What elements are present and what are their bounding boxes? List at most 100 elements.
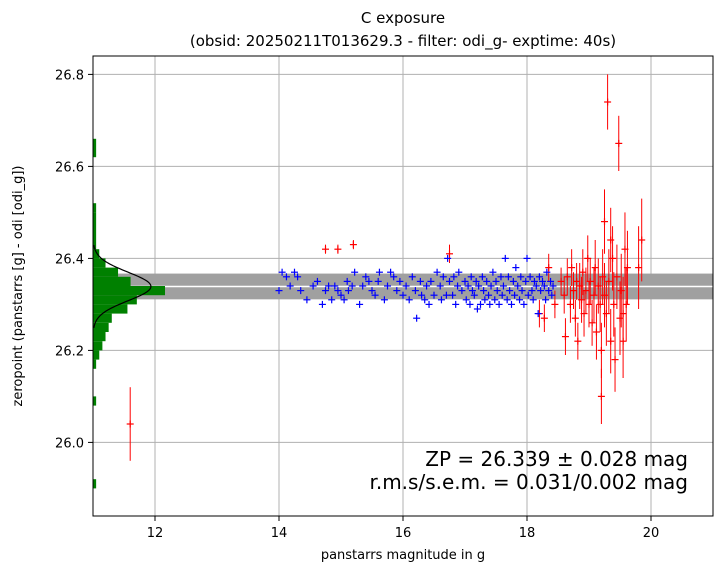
used-point (549, 282, 557, 290)
histogram-bar (93, 341, 103, 351)
histogram-bar (93, 322, 109, 332)
used-point (402, 282, 410, 290)
used-point (462, 296, 470, 304)
used-point (334, 287, 342, 295)
used-point (348, 282, 356, 290)
used-point (532, 282, 540, 290)
used-point (483, 277, 491, 285)
used-point (493, 287, 501, 295)
rejected-point (619, 276, 627, 351)
used-point (282, 273, 290, 281)
used-point (464, 282, 472, 290)
used-point (495, 300, 503, 308)
used-point (467, 273, 475, 281)
histogram (93, 138, 166, 489)
used-point (501, 254, 509, 262)
histogram-bar (93, 203, 97, 213)
used-point (477, 300, 484, 308)
used-point (393, 287, 401, 295)
used-point (504, 273, 512, 281)
rejected-point (582, 267, 590, 314)
rms-annotation: r.m.s/s.e.m. = 0.031/0.002 mag (369, 470, 688, 494)
rejected-point (610, 272, 618, 337)
used-point (365, 277, 373, 285)
used-point (478, 273, 486, 281)
used-point (511, 291, 519, 299)
y-tick-label: 26.8 (55, 68, 84, 83)
y-tick-label: 26.2 (55, 344, 84, 359)
used-point (537, 287, 545, 295)
used-point (421, 296, 429, 304)
rejected-point (607, 309, 615, 374)
used-point (322, 287, 329, 295)
chart-title: C exposure (361, 9, 445, 27)
rejected-point (574, 322, 582, 360)
rejected-point (586, 258, 594, 305)
histogram-bar (93, 295, 137, 305)
rejected-point (605, 249, 613, 314)
used-point (520, 300, 528, 308)
used-point (436, 282, 444, 290)
used-point (340, 296, 348, 304)
rejected-point (561, 318, 569, 355)
histogram-bar (93, 359, 97, 369)
histogram-bar (93, 332, 106, 342)
histogram-bar (93, 276, 131, 286)
used-point (275, 287, 283, 295)
rejected-point (607, 207, 615, 273)
used-point (375, 268, 383, 276)
histogram-bar (93, 286, 166, 296)
used-point (396, 277, 404, 285)
used-point (487, 282, 495, 290)
used-point (485, 291, 493, 299)
used-point (413, 314, 421, 322)
rejected-point (126, 387, 134, 461)
used-point (427, 277, 435, 285)
used-point (547, 277, 555, 285)
histogram-bar (93, 258, 106, 268)
used-point (542, 296, 550, 304)
x-tick-label: 14 (271, 526, 288, 541)
used-point (528, 287, 536, 295)
used-point (425, 300, 433, 308)
used-point (286, 282, 294, 290)
rejected-point (446, 244, 453, 263)
used-point (475, 282, 483, 290)
used-point (337, 291, 345, 299)
used-point (433, 268, 441, 276)
gaussian-fit (93, 244, 152, 328)
y-axis-label: zeropoint (panstarrs [g] - odi [odi_g]) (11, 166, 26, 407)
used-point (512, 264, 520, 272)
rejected-point (616, 281, 624, 355)
used-point (516, 296, 524, 304)
used-point (509, 277, 517, 285)
used-point (524, 291, 532, 299)
rejected-point (540, 304, 548, 332)
x-tick-label: 12 (147, 526, 164, 541)
used-point (313, 277, 321, 285)
used-point (437, 296, 445, 304)
used-point (399, 291, 407, 299)
used-point (368, 287, 376, 295)
rejected-point (597, 368, 605, 424)
used-point (473, 305, 481, 313)
rejected-point (579, 249, 587, 296)
used-point (454, 282, 462, 290)
used-point (331, 282, 339, 290)
used-point (278, 268, 286, 276)
histogram-bar (93, 350, 100, 360)
used-point (514, 282, 522, 290)
histogram-bar (93, 479, 97, 489)
rejected-point (601, 189, 608, 254)
used-point (343, 277, 351, 285)
used-point (491, 296, 499, 304)
used-point (408, 273, 416, 281)
rejected-point (585, 281, 593, 328)
rejected-point (590, 267, 598, 323)
rejected-point (592, 304, 600, 360)
rejected-point (566, 286, 574, 323)
used-point (468, 287, 476, 295)
x-tick-label: 20 (643, 526, 660, 541)
histogram-bar (93, 396, 97, 406)
